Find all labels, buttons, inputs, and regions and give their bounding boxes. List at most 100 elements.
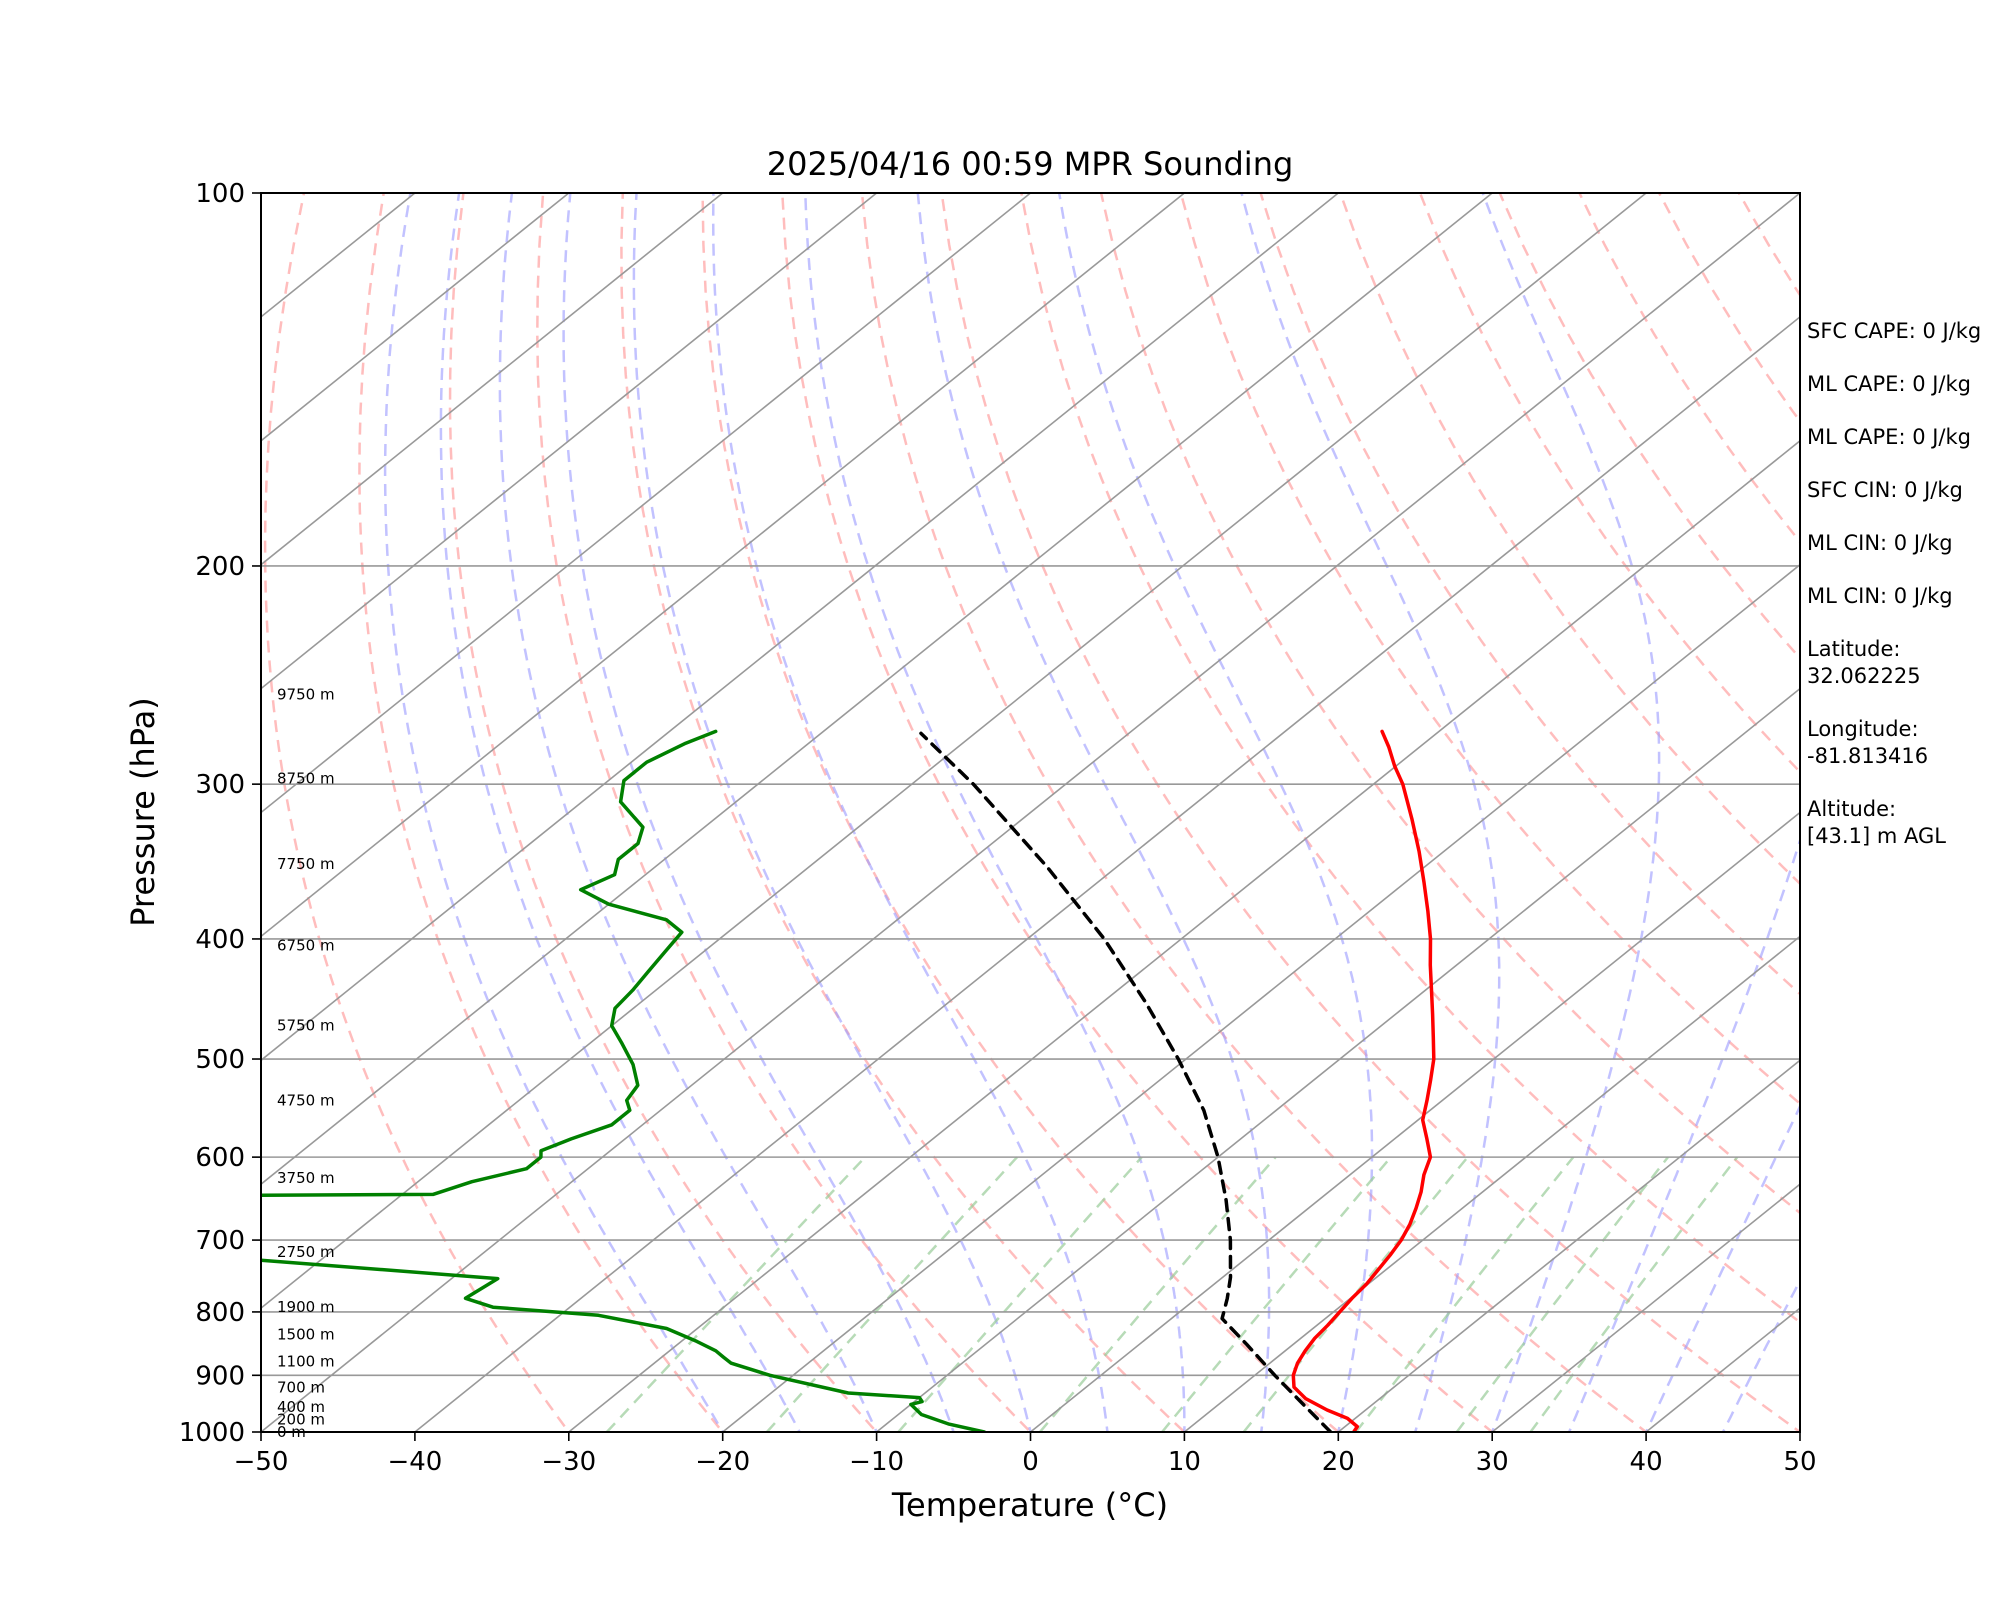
y-tick-label: 200 [195, 552, 245, 582]
x-tick-label: −40 [387, 1447, 442, 1477]
x-tick-label: 20 [1322, 1447, 1355, 1477]
isotherm [261, 193, 1800, 1432]
mixing-ratio-line [1038, 1156, 1277, 1432]
stat-ml-cin: ML CIN: 0 J/kg [1807, 531, 1953, 555]
height-label: 400 m [277, 1398, 325, 1416]
isotherm [261, 193, 1493, 1186]
dry-adiabat [1020, 193, 1800, 1324]
dry-adiabat [1259, 193, 1800, 996]
x-axis: −50 −40 −30 −20 −10 0 10 20 30 40 50 [234, 1432, 1817, 1477]
dry-adiabat [620, 193, 1187, 1432]
isotherm [1029, 811, 1800, 1432]
y-tick-label: 900 [195, 1361, 245, 1391]
isotherm [567, 439, 1800, 1432]
dry-adiabat [263, 193, 571, 1432]
height-label: 4750 m [277, 1091, 335, 1109]
isotherm [261, 193, 724, 566]
isotherm [261, 193, 1647, 1310]
temperature-profile [1291, 729, 1436, 1432]
mixing-ratio-line [765, 1156, 1019, 1432]
x-tick-label: 40 [1630, 1447, 1663, 1477]
isotherm [261, 193, 1032, 814]
moist-adiabat [1481, 193, 1661, 1432]
height-label: 9750 m [277, 686, 335, 704]
isotherm [261, 193, 1185, 938]
x-tick-label: −30 [541, 1447, 596, 1477]
isotherm [261, 193, 878, 690]
height-label: 6750 m [277, 937, 335, 955]
isotherm [721, 563, 1800, 1432]
x-tick-label: 50 [1783, 1447, 1816, 1477]
isotherm [1337, 1059, 1800, 1432]
dry-adiabat [1179, 193, 1800, 1106]
x-tick-label: 30 [1476, 1447, 1509, 1477]
stat-sfc-cape: SFC CAPE: 0 J/kg [1807, 319, 1982, 343]
x-axis-label: Temperature (°C) [891, 1486, 1168, 1524]
height-label: 1500 m [277, 1325, 335, 1343]
dry-adiabat [448, 193, 879, 1432]
height-label: 1100 m [277, 1352, 335, 1370]
moist-adiabat [498, 193, 878, 1432]
x-tick-label: 10 [1168, 1447, 1201, 1477]
y-axis: 1000 900 800 700 600 500 400 300 200 100 [179, 179, 261, 1448]
mixing-ratio-line [1161, 1156, 1392, 1432]
moist-adiabat [383, 193, 725, 1432]
moist-adiabat [1567, 193, 1800, 1432]
stat-ml-cape: ML CAPE: 0 J/kg [1807, 372, 1972, 396]
chart-title: 2025/04/16 00:59 MPR Sounding [767, 145, 1294, 183]
x-tick-label: −50 [234, 1447, 289, 1477]
height-label: 8750 m [277, 770, 335, 788]
data-layer [261, 729, 1436, 1432]
x-tick-label: −20 [695, 1447, 750, 1477]
sounding-stats: SFC CAPE: 0 J/kg ML CAPE: 0 J/kg ML CAPE… [1807, 318, 1997, 876]
mixing-ratio-line [605, 1156, 867, 1432]
moist-adiabat [804, 193, 1186, 1432]
dry-adiabat [1339, 193, 1800, 886]
mixing-ratio-line [1529, 1156, 1739, 1432]
background-grid [0, 193, 1800, 1458]
y-tick-label: 800 [195, 1298, 245, 1328]
moist-adiabat [711, 193, 1109, 1432]
dry-adiabat [1418, 193, 1800, 774]
moist-adiabat [916, 193, 1271, 1432]
mixing-ratio-line [897, 1156, 1143, 1432]
moist-adiabat [1057, 193, 1374, 1432]
moist-adiabat [1240, 193, 1501, 1432]
isotherm [413, 315, 1800, 1432]
isotherm [875, 687, 1800, 1432]
y-tick-label: 400 [195, 925, 245, 955]
y-tick-label: 500 [195, 1045, 245, 1075]
dewpoint-profile [261, 729, 987, 1432]
x-tick-label: 0 [1022, 1447, 1039, 1477]
isotherm [261, 193, 570, 442]
height-label: 200 m [277, 1410, 325, 1428]
stat-longitude: Longitude: -81.813416 [1807, 717, 1929, 768]
y-axis-label: Pressure (hPa) [124, 697, 162, 927]
y-tick-label: 100 [195, 179, 245, 209]
dry-adiabat [358, 193, 725, 1432]
height-label: 3750 m [277, 1169, 335, 1187]
isotherm [1490, 1183, 1800, 1432]
stat-ml-cin-2: ML CIN: 0 J/kg [1807, 584, 1953, 608]
y-tick-label: 700 [195, 1226, 245, 1256]
stat-ml-cape-2: ML CAPE: 0 J/kg [1807, 425, 1972, 449]
isotherm [1183, 935, 1800, 1432]
height-label: 7750 m [277, 855, 335, 873]
y-tick-label: 300 [195, 770, 245, 800]
dry-adiabat [940, 193, 1800, 1432]
height-label: 2750 m [277, 1243, 335, 1261]
height-label: 0 m [277, 1423, 306, 1441]
moist-adiabat [562, 193, 955, 1432]
mixing-ratio-line [1455, 1156, 1669, 1432]
height-label: 700 m [277, 1379, 325, 1397]
x-tick-label: −10 [849, 1447, 904, 1477]
isotherm [261, 193, 1339, 1062]
mixing-ratio-line [1242, 1156, 1469, 1432]
height-label: 1900 m [277, 1298, 335, 1316]
parcel-profile [919, 731, 1333, 1432]
moist-adiabat [632, 193, 1032, 1432]
dry-adiabat [781, 193, 1495, 1432]
stat-sfc-cin: SFC CIN: 0 J/kg [1807, 478, 1963, 502]
isotherm [0, 193, 107, 1458]
